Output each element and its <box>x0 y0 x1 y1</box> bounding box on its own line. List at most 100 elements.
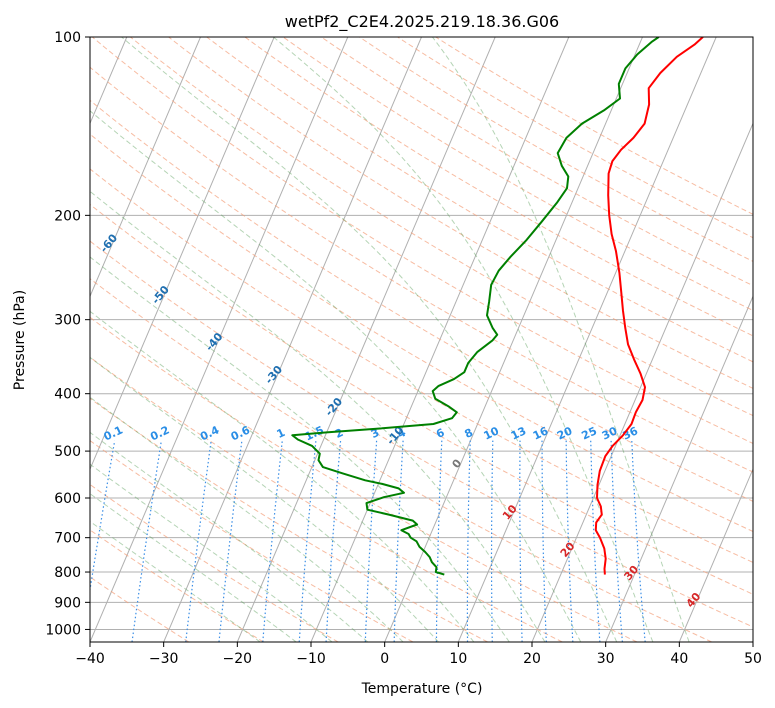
mixing-ratio-line <box>393 440 404 642</box>
moist-adiabat <box>90 520 261 642</box>
y-tick-label: 600 <box>54 491 81 507</box>
dry-adiabat <box>90 168 753 563</box>
dry-adiabat <box>90 529 264 642</box>
x-tick-label: 20 <box>523 651 541 667</box>
isotherm-label: -20 <box>322 395 345 419</box>
profile-series <box>291 37 704 576</box>
moist-adiabat <box>90 190 546 642</box>
mixing-ratio-line <box>262 440 283 642</box>
mixing-ratio-line <box>90 440 116 594</box>
mixing-ratio-label: 36 <box>621 424 641 442</box>
dry-adiabat <box>90 483 339 642</box>
mixing-ratio-line <box>325 440 342 642</box>
isoline-labels: 0.10.20.40.611.52346810131620253036-100-… <box>0 122 704 610</box>
mixing-ratio-line <box>298 440 317 642</box>
dry-adiabat <box>90 397 488 642</box>
x-tick-label: −30 <box>149 651 179 667</box>
y-tick-label: 200 <box>54 208 81 224</box>
mixing-ratio-line <box>541 440 547 642</box>
moist-adiabat <box>90 310 475 642</box>
x-tick-label: 10 <box>449 651 467 667</box>
y-tick-label: 100 <box>54 30 81 46</box>
mixing-ratio-label: 16 <box>531 424 551 442</box>
moist-adiabat <box>90 396 404 642</box>
isotherm <box>384 37 643 642</box>
x-tick-label: 0 <box>380 651 389 667</box>
isotherm <box>90 37 201 298</box>
dry-adiabat <box>130 37 753 417</box>
mixing-ratio-line <box>185 440 212 642</box>
mixing-ratio-label: 10 <box>482 424 502 442</box>
dry-adiabat <box>90 203 753 595</box>
mixing-ratio-line <box>435 440 443 642</box>
background-lines <box>90 37 753 642</box>
isotherm <box>163 37 422 642</box>
isotherm-label: -70 <box>48 174 71 198</box>
plot-frame <box>89 36 754 643</box>
y-axis-label: Pressure (hPa) <box>12 290 28 390</box>
x-axis-label: Temperature (°C) <box>361 681 483 697</box>
mixing-ratio-line <box>131 440 162 642</box>
dry-adiabat <box>359 37 753 262</box>
mixing-ratio-line <box>610 440 623 642</box>
x-tick-label: −20 <box>223 651 253 667</box>
y-tick-label: 500 <box>54 444 81 460</box>
moist-adiabat <box>273 37 654 642</box>
isotherm <box>90 37 275 471</box>
mixing-ratio-label: 0.4 <box>198 423 221 443</box>
mixing-ratio-line <box>364 440 378 642</box>
dry-adiabat <box>90 133 753 533</box>
mixing-ratio-label: 13 <box>509 424 528 442</box>
mixing-ratio-line <box>519 440 523 642</box>
dry-adiabat <box>90 278 712 642</box>
isotherm <box>457 37 717 642</box>
moist-adiabat <box>90 256 510 642</box>
moist-adiabat <box>90 431 369 642</box>
moist-adiabat <box>431 37 690 642</box>
isotherm-label: -60 <box>98 231 121 255</box>
isotherm <box>236 37 496 642</box>
dry-adiabat <box>168 37 753 389</box>
mixing-ratio-line <box>631 440 646 642</box>
isotherm <box>531 122 753 642</box>
y-axis: 100 200 300 400 500 600 700 800 900 1000 <box>45 30 90 638</box>
isotherm-label: -80 <box>0 122 20 146</box>
x-axis: −40 −30 −20 −10 0 10 20 30 40 50 <box>75 642 762 667</box>
isotherm-label: -50 <box>149 283 172 307</box>
dry-adiabat <box>90 316 638 642</box>
y-tick-label: 800 <box>54 565 81 581</box>
isotherm <box>752 640 753 642</box>
y-tick-label: 900 <box>54 595 81 611</box>
mixing-ratio-label: 1 <box>275 426 287 441</box>
mixing-ratio-line <box>466 440 471 642</box>
x-tick-label: 30 <box>597 651 615 667</box>
mixing-ratio-label: 30 <box>600 424 620 442</box>
dry-adiabat <box>282 37 753 312</box>
y-tick-label: 300 <box>54 313 81 329</box>
mixing-ratio-line <box>490 440 494 642</box>
x-tick-label: −40 <box>75 651 105 667</box>
moist-adiabat <box>90 110 582 642</box>
x-tick-label: 50 <box>744 651 762 667</box>
x-tick-label: −10 <box>296 651 326 667</box>
mixing-ratio-line <box>565 440 574 642</box>
mixing-ratio-label: 0.1 <box>102 423 125 443</box>
chart-title: wetPf2_C2E4.2025.219.18.36.G06 <box>285 12 559 32</box>
mixing-ratio-label: 2 <box>333 426 345 441</box>
moist-adiabat <box>90 463 333 642</box>
mixing-ratio-label: 6 <box>434 426 447 441</box>
moist-adiabat <box>90 493 297 642</box>
moist-adiabat <box>90 356 439 642</box>
y-tick-label: 400 <box>54 387 81 403</box>
dry-adiabat <box>90 440 414 642</box>
dry-adiabat <box>90 240 753 628</box>
dry-adiabat <box>320 37 753 287</box>
x-tick-label: 40 <box>670 651 688 667</box>
mixing-ratio-line <box>590 440 601 642</box>
dry-adiabat <box>90 99 753 502</box>
mixing-ratio-label: 20 <box>555 424 575 442</box>
temperature-line <box>594 37 704 575</box>
moist-adiabat <box>121 37 618 642</box>
mixing-ratio-label: 0.2 <box>148 423 171 443</box>
